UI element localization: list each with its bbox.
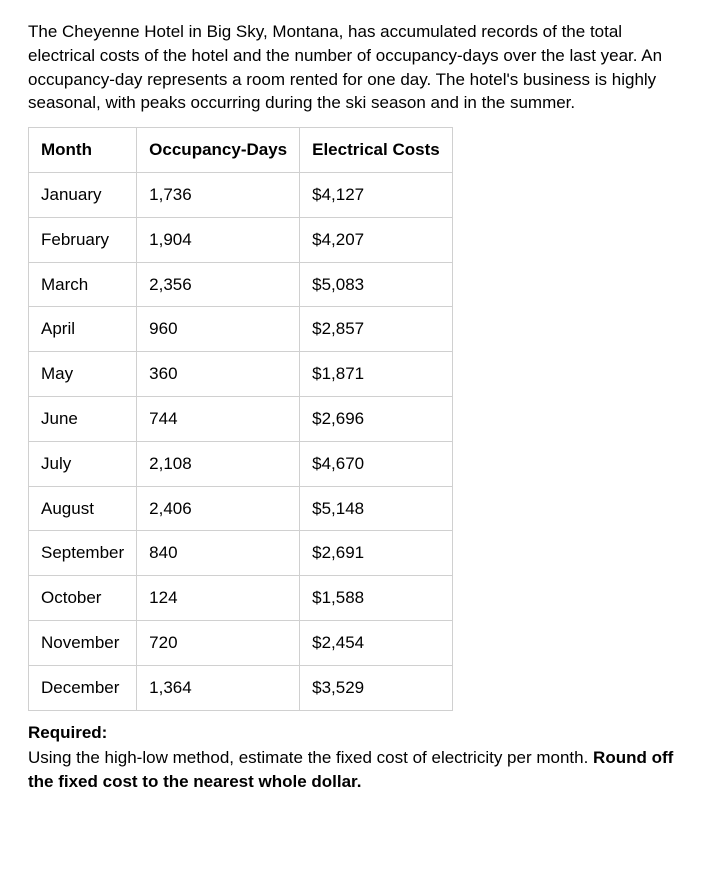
cell-month: November xyxy=(29,620,137,665)
cell-costs: $2,691 xyxy=(300,531,453,576)
cell-month: April xyxy=(29,307,137,352)
table-row: June 744 $2,696 xyxy=(29,396,453,441)
cell-costs: $1,588 xyxy=(300,576,453,621)
table-row: October 124 $1,588 xyxy=(29,576,453,621)
cell-occupancy: 744 xyxy=(137,396,300,441)
table-row: December 1,364 $3,529 xyxy=(29,665,453,710)
cell-occupancy: 1,364 xyxy=(137,665,300,710)
cell-occupancy: 360 xyxy=(137,352,300,397)
cell-occupancy: 2,406 xyxy=(137,486,300,531)
cell-costs: $1,871 xyxy=(300,352,453,397)
col-header-costs: Electrical Costs xyxy=(300,128,453,173)
cell-month: January xyxy=(29,172,137,217)
cell-costs: $4,207 xyxy=(300,217,453,262)
required-text: Using the high-low method, estimate the … xyxy=(28,746,684,794)
required-instruction: Using the high-low method, estimate the … xyxy=(28,748,593,767)
cell-costs: $3,529 xyxy=(300,665,453,710)
cell-occupancy: 960 xyxy=(137,307,300,352)
cell-occupancy: 124 xyxy=(137,576,300,621)
cell-costs: $2,857 xyxy=(300,307,453,352)
cell-costs: $5,148 xyxy=(300,486,453,531)
table-row: May 360 $1,871 xyxy=(29,352,453,397)
col-header-month: Month xyxy=(29,128,137,173)
cell-occupancy: 720 xyxy=(137,620,300,665)
cell-costs: $4,670 xyxy=(300,441,453,486)
cell-month: July xyxy=(29,441,137,486)
problem-intro: The Cheyenne Hotel in Big Sky, Montana, … xyxy=(28,20,684,115)
table-row: August 2,406 $5,148 xyxy=(29,486,453,531)
cell-costs: $2,454 xyxy=(300,620,453,665)
table-row: April 960 $2,857 xyxy=(29,307,453,352)
table-row: November 720 $2,454 xyxy=(29,620,453,665)
data-table: Month Occupancy-Days Electrical Costs Ja… xyxy=(28,127,453,710)
cell-occupancy: 2,356 xyxy=(137,262,300,307)
table-row: September 840 $2,691 xyxy=(29,531,453,576)
cell-month: December xyxy=(29,665,137,710)
cell-month: June xyxy=(29,396,137,441)
table-row: January 1,736 $4,127 xyxy=(29,172,453,217)
table-header-row: Month Occupancy-Days Electrical Costs xyxy=(29,128,453,173)
col-header-occupancy: Occupancy-Days xyxy=(137,128,300,173)
cell-costs: $4,127 xyxy=(300,172,453,217)
cell-month: October xyxy=(29,576,137,621)
cell-month: May xyxy=(29,352,137,397)
cell-occupancy: 1,904 xyxy=(137,217,300,262)
table-row: July 2,108 $4,670 xyxy=(29,441,453,486)
table-row: March 2,356 $5,083 xyxy=(29,262,453,307)
table-row: February 1,904 $4,207 xyxy=(29,217,453,262)
cell-month: February xyxy=(29,217,137,262)
cell-month: August xyxy=(29,486,137,531)
cell-month: September xyxy=(29,531,137,576)
cell-month: March xyxy=(29,262,137,307)
required-label: Required: xyxy=(28,721,684,745)
cell-costs: $2,696 xyxy=(300,396,453,441)
cell-costs: $5,083 xyxy=(300,262,453,307)
cell-occupancy: 1,736 xyxy=(137,172,300,217)
cell-occupancy: 840 xyxy=(137,531,300,576)
cell-occupancy: 2,108 xyxy=(137,441,300,486)
